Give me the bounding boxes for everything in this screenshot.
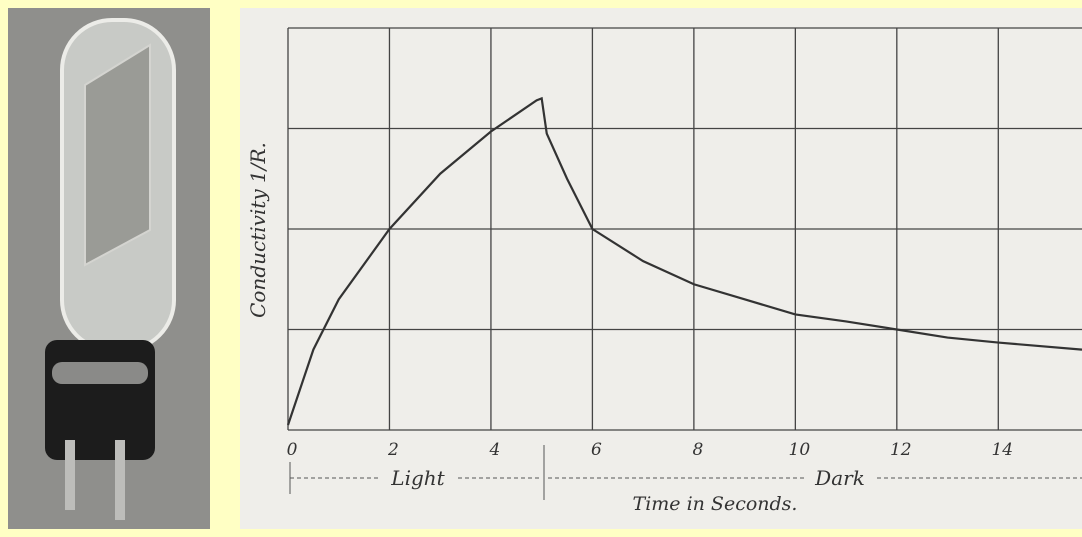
dark-annotation: Dark — [814, 466, 865, 490]
x-tick-label: 8 — [692, 440, 703, 460]
x-tick-label: 12 — [890, 440, 912, 460]
plot: 0 2 4 6 8 10 12 14 — [286, 27, 1082, 460]
x-tick-label: 4 — [489, 440, 501, 460]
pin — [115, 440, 125, 520]
y-axis-label: Conductivity 1/R. — [246, 142, 270, 318]
light-annotation: Light — [390, 466, 445, 490]
base-label — [52, 362, 148, 384]
x-axis-label: Time in Seconds. — [633, 493, 798, 515]
x-tick-label: 2 — [387, 440, 399, 460]
x-tick-label: 10 — [789, 440, 811, 460]
x-tick-label: 0 — [287, 440, 298, 460]
x-tick-label: 6 — [591, 440, 602, 460]
x-tick-label: 14 — [991, 440, 1013, 460]
curve — [286, 96, 1082, 426]
cathode-plate — [84, 43, 151, 267]
label-gap — [805, 466, 875, 490]
tube-base — [45, 340, 155, 460]
label-gap — [378, 466, 458, 490]
pin — [65, 440, 75, 510]
